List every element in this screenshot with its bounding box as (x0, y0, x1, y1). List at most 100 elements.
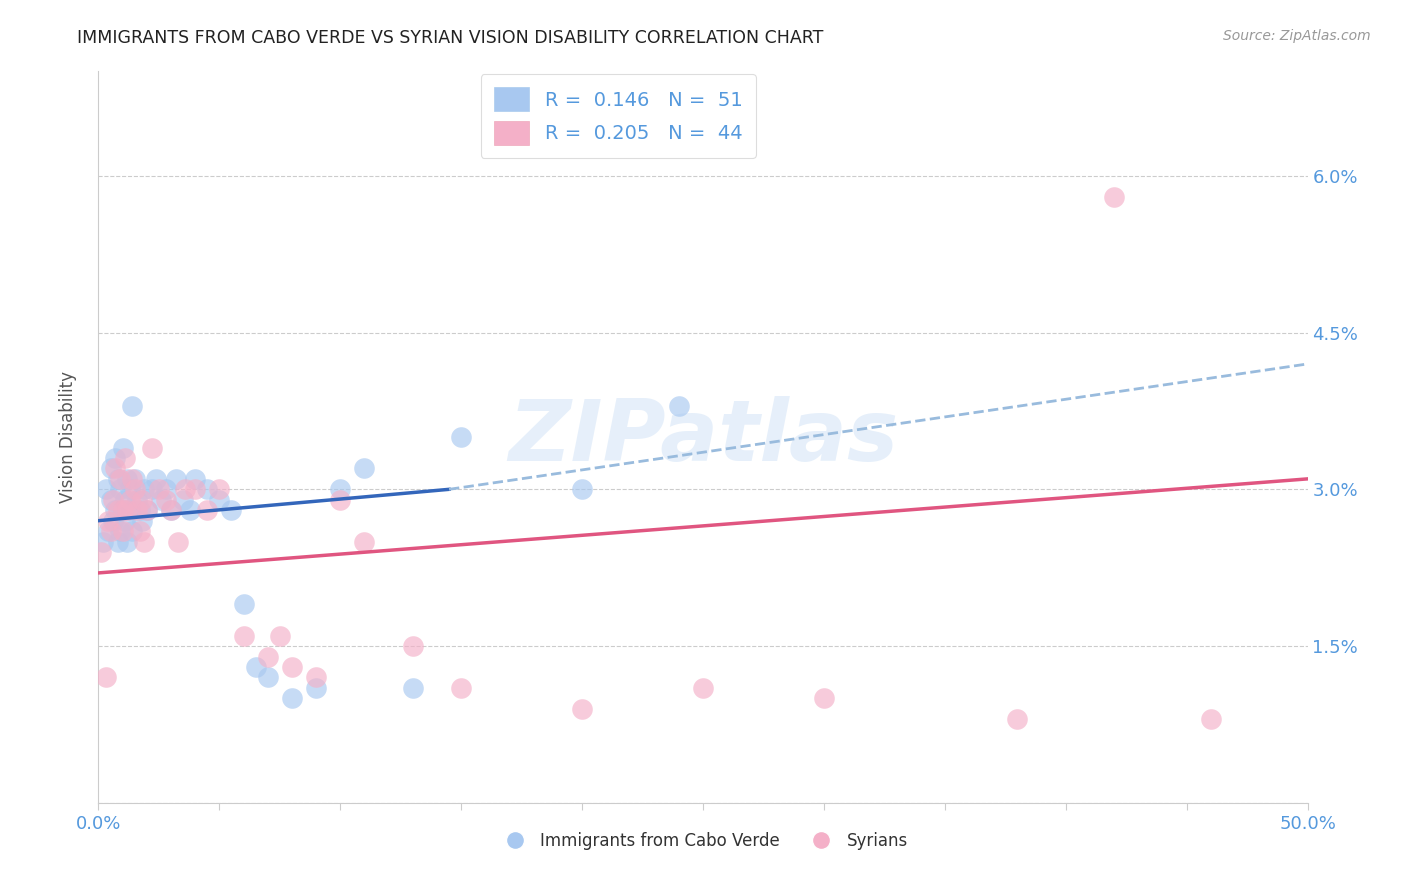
Point (97, 514, 120, 528)
Legend: Immigrants from Cabo Verde, Syrians: Immigrants from Cabo Verde, Syrians (492, 825, 914, 856)
Point (127, 503, 149, 517)
Point (172, 492, 194, 507)
Point (94, 670, 117, 684)
Point (128, 524, 150, 538)
Point (184, 483, 207, 497)
Point (124, 472, 146, 486)
Point (1102, 190, 1125, 204)
Point (94, 483, 117, 497)
Point (135, 503, 157, 517)
Point (221, 503, 243, 517)
Point (195, 503, 218, 517)
Point (692, 681, 714, 695)
Point (111, 441, 134, 455)
Point (108, 472, 131, 486)
Point (91, 534, 114, 549)
Point (329, 492, 352, 507)
Point (329, 483, 352, 497)
Point (150, 492, 173, 507)
Point (813, 691, 835, 706)
Y-axis label: Vision Disability: Vision Disability (59, 371, 77, 503)
Point (208, 483, 231, 497)
Point (118, 483, 141, 497)
Point (111, 503, 134, 517)
Point (571, 483, 593, 497)
Point (121, 524, 143, 538)
Point (114, 514, 136, 528)
Point (232, 597, 254, 611)
Point (256, 670, 278, 684)
Point (353, 534, 375, 549)
Point (111, 503, 134, 517)
Point (179, 503, 201, 517)
Point (208, 492, 231, 507)
Point (141, 483, 163, 497)
Point (90, 545, 112, 559)
Point (104, 450, 127, 465)
Point (108, 483, 131, 497)
Point (117, 503, 139, 517)
Point (353, 461, 375, 475)
Point (101, 492, 124, 507)
Point (107, 472, 129, 486)
Point (256, 649, 278, 664)
Point (134, 483, 156, 497)
Point (111, 524, 134, 538)
Point (127, 492, 149, 507)
Point (402, 681, 425, 695)
Point (269, 629, 291, 643)
Point (117, 472, 139, 486)
Point (100, 461, 122, 475)
Point (305, 670, 328, 684)
Point (571, 702, 593, 716)
Point (128, 503, 150, 517)
Point (160, 503, 183, 517)
Point (155, 483, 177, 497)
Point (160, 503, 183, 517)
Point (118, 503, 141, 517)
Point (100, 492, 122, 507)
Point (305, 681, 328, 695)
Point (121, 399, 143, 413)
Point (450, 430, 472, 444)
Point (402, 639, 425, 653)
Point (165, 472, 187, 486)
Point (114, 492, 136, 507)
Point (97, 524, 120, 538)
Point (148, 483, 170, 497)
Point (232, 629, 254, 643)
Point (195, 483, 218, 497)
Point (131, 514, 153, 528)
Point (131, 492, 153, 507)
Point (245, 660, 267, 674)
Point (107, 534, 129, 549)
Point (124, 483, 146, 497)
Point (101, 514, 124, 528)
Point (108, 524, 131, 538)
Point (117, 534, 139, 549)
Point (107, 503, 129, 517)
Point (145, 472, 167, 486)
Point (1007, 712, 1029, 726)
Point (134, 534, 156, 549)
Point (281, 660, 304, 674)
Text: IMMIGRANTS FROM CABO VERDE VS SYRIAN VISION DISABILITY CORRELATION CHART: IMMIGRANTS FROM CABO VERDE VS SYRIAN VIS… (77, 29, 824, 46)
Point (104, 461, 127, 475)
Point (141, 441, 163, 455)
Point (135, 503, 157, 517)
Point (174, 483, 197, 497)
Point (184, 472, 207, 486)
Text: Source: ZipAtlas.com: Source: ZipAtlas.com (1223, 29, 1371, 43)
Point (118, 492, 141, 507)
Point (104, 503, 127, 517)
Point (450, 681, 472, 695)
Point (121, 472, 143, 486)
Point (114, 450, 136, 465)
Point (155, 492, 177, 507)
Text: ZIPatlas: ZIPatlas (508, 395, 898, 479)
Point (1199, 712, 1222, 726)
Point (167, 534, 190, 549)
Point (668, 399, 690, 413)
Point (281, 691, 304, 706)
Point (100, 524, 122, 538)
